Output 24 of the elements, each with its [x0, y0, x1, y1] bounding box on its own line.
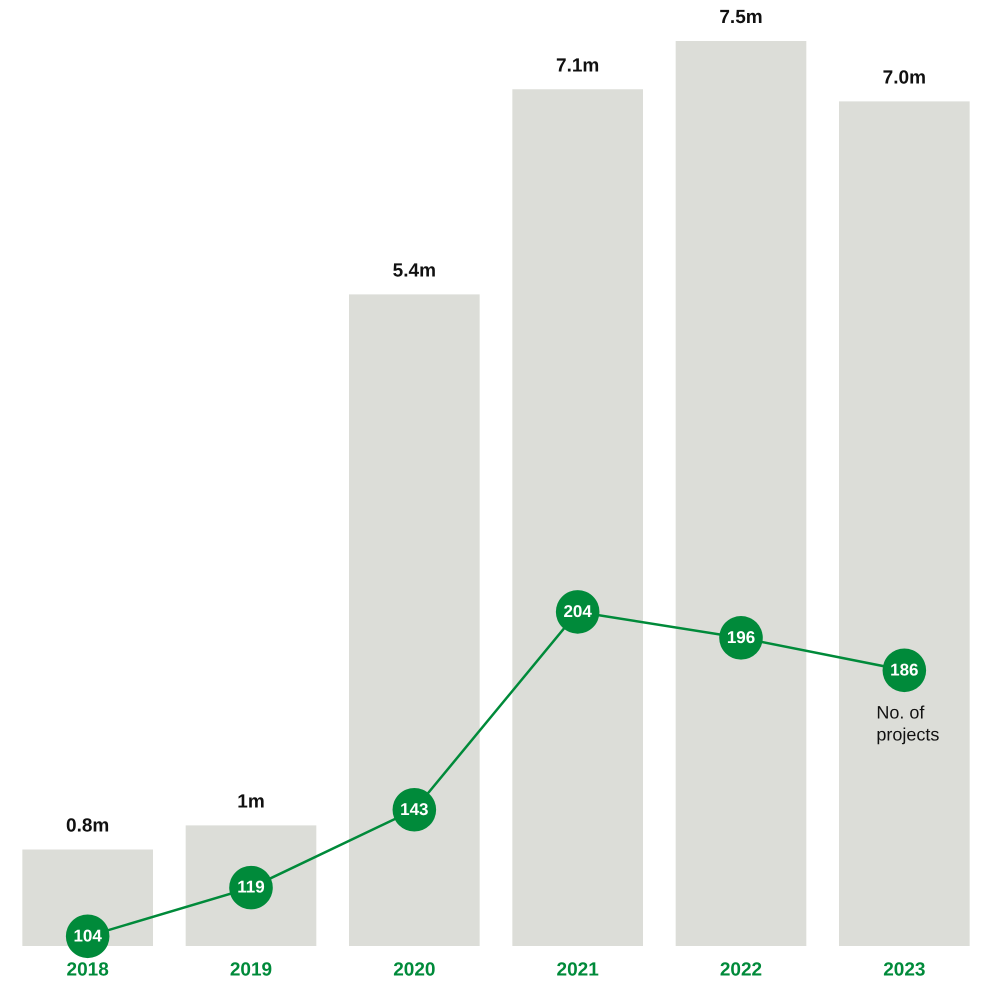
- bar: [349, 294, 480, 946]
- data-label: 119: [237, 878, 265, 897]
- bar: [512, 89, 643, 946]
- data-label: 5.4m: [392, 260, 436, 282]
- data-label: 1m: [237, 791, 265, 812]
- x-tick-label: 2022: [720, 960, 762, 980]
- bar: [839, 101, 970, 946]
- bar: [676, 41, 806, 946]
- data-label: 7.1m: [556, 55, 600, 76]
- series-label: No. of projects: [876, 702, 940, 744]
- data-label: 186: [890, 660, 919, 680]
- x-tick-label: 2023: [883, 960, 926, 980]
- x-tick-label: 2021: [556, 960, 600, 980]
- data-label: 0.8m: [66, 815, 110, 836]
- data-label: 204: [563, 602, 592, 621]
- bar: [22, 849, 153, 946]
- data-label: 7.5m: [719, 7, 763, 28]
- data-label: 104: [73, 926, 102, 946]
- data-label: 7.0m: [882, 67, 926, 88]
- data-label: 196: [726, 628, 756, 647]
- x-tick-label: 2019: [230, 960, 272, 980]
- x-tick-label: 2018: [66, 960, 109, 980]
- x-tick-label: 2020: [393, 960, 436, 980]
- data-label: 143: [400, 800, 429, 819]
